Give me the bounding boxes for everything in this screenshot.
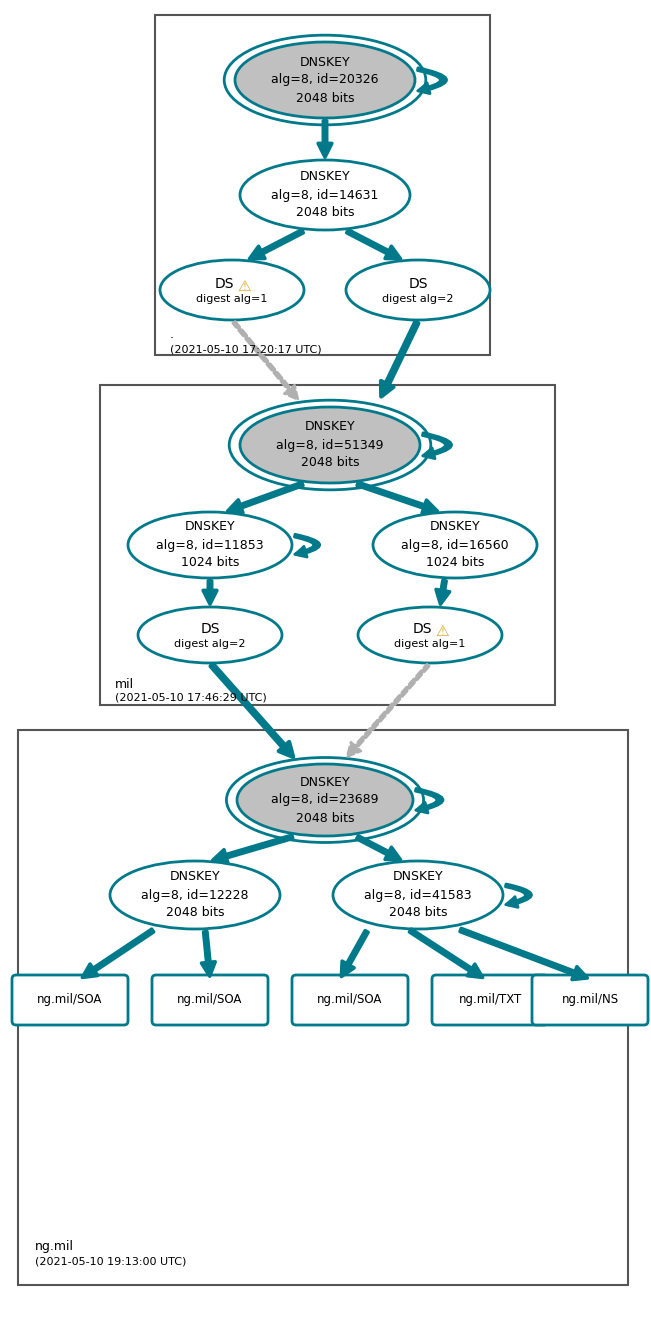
FancyArrowPatch shape — [357, 482, 437, 513]
FancyArrowPatch shape — [381, 322, 419, 396]
Text: DNSKEY
alg=8, id=20326
2048 bits: DNSKEY alg=8, id=20326 2048 bits — [271, 55, 379, 104]
Text: ng.mil/NS: ng.mil/NS — [561, 994, 618, 1006]
FancyArrowPatch shape — [82, 929, 154, 978]
Text: digest alg=1: digest alg=1 — [395, 639, 465, 649]
FancyBboxPatch shape — [532, 975, 648, 1026]
Text: DS: DS — [201, 622, 220, 636]
Text: ⚠: ⚠ — [237, 279, 251, 293]
Text: DS: DS — [412, 622, 432, 636]
FancyArrowPatch shape — [505, 884, 531, 907]
Bar — [100, 385, 555, 705]
Text: ng.mil: ng.mil — [35, 1239, 74, 1253]
FancyArrowPatch shape — [460, 928, 587, 979]
FancyBboxPatch shape — [292, 975, 408, 1026]
Text: mil: mil — [115, 678, 134, 690]
Text: DNSKEY
alg=8, id=51349
2048 bits: DNSKEY alg=8, id=51349 2048 bits — [276, 421, 383, 470]
Text: ng.mil/SOA: ng.mil/SOA — [37, 994, 103, 1006]
Bar — [18, 730, 628, 1284]
Ellipse shape — [240, 160, 410, 230]
FancyArrowPatch shape — [318, 120, 332, 157]
FancyArrowPatch shape — [347, 230, 400, 259]
Text: (2021-05-10 17:20:17 UTC): (2021-05-10 17:20:17 UTC) — [170, 345, 322, 354]
FancyBboxPatch shape — [12, 975, 128, 1026]
Text: DNSKEY
alg=8, id=11853
1024 bits: DNSKEY alg=8, id=11853 1024 bits — [156, 520, 264, 569]
FancyArrowPatch shape — [249, 230, 303, 259]
Ellipse shape — [346, 260, 490, 319]
Text: digest alg=2: digest alg=2 — [174, 639, 245, 649]
Ellipse shape — [128, 512, 292, 578]
FancyBboxPatch shape — [152, 975, 268, 1026]
FancyBboxPatch shape — [432, 975, 548, 1026]
Ellipse shape — [358, 607, 502, 663]
Text: digest alg=2: digest alg=2 — [382, 294, 454, 304]
FancyArrowPatch shape — [294, 535, 320, 557]
Text: ⚠: ⚠ — [435, 623, 449, 639]
Ellipse shape — [237, 764, 413, 836]
Text: (2021-05-10 19:13:00 UTC): (2021-05-10 19:13:00 UTC) — [35, 1257, 186, 1267]
FancyArrowPatch shape — [347, 664, 430, 756]
FancyArrowPatch shape — [228, 482, 303, 513]
Text: DNSKEY
alg=8, id=14631
2048 bits: DNSKEY alg=8, id=14631 2048 bits — [271, 170, 379, 219]
FancyArrowPatch shape — [201, 932, 215, 977]
Ellipse shape — [138, 607, 282, 663]
Ellipse shape — [333, 861, 503, 929]
Text: DNSKEY
alg=8, id=16560
1024 bits: DNSKEY alg=8, id=16560 1024 bits — [401, 520, 509, 569]
FancyArrowPatch shape — [210, 664, 293, 756]
FancyArrowPatch shape — [213, 836, 293, 863]
Ellipse shape — [235, 42, 415, 117]
FancyArrowPatch shape — [357, 836, 400, 859]
FancyArrowPatch shape — [422, 433, 452, 458]
Ellipse shape — [373, 512, 537, 578]
Ellipse shape — [160, 260, 304, 319]
Text: ng.mil/SOA: ng.mil/SOA — [177, 994, 243, 1006]
Text: DNSKEY
alg=8, id=23689
2048 bits: DNSKEY alg=8, id=23689 2048 bits — [271, 776, 379, 825]
FancyArrowPatch shape — [417, 67, 447, 94]
Text: DS: DS — [214, 277, 234, 290]
Ellipse shape — [110, 861, 280, 929]
Text: digest alg=1: digest alg=1 — [197, 294, 268, 304]
Text: DS: DS — [408, 277, 428, 290]
Text: DNSKEY
alg=8, id=12228
2048 bits: DNSKEY alg=8, id=12228 2048 bits — [141, 870, 249, 920]
FancyArrowPatch shape — [409, 929, 482, 978]
Text: ng.mil/TXT: ng.mil/TXT — [458, 994, 521, 1006]
FancyArrowPatch shape — [341, 931, 368, 977]
Text: (2021-05-10 17:46:29 UTC): (2021-05-10 17:46:29 UTC) — [115, 692, 267, 702]
FancyArrowPatch shape — [232, 321, 298, 400]
Text: ng.mil/SOA: ng.mil/SOA — [317, 994, 383, 1006]
FancyArrowPatch shape — [436, 581, 450, 605]
FancyArrowPatch shape — [415, 788, 443, 813]
Ellipse shape — [240, 407, 420, 483]
Text: DNSKEY
alg=8, id=41583
2048 bits: DNSKEY alg=8, id=41583 2048 bits — [364, 870, 472, 920]
FancyArrowPatch shape — [203, 581, 217, 605]
Text: .: . — [170, 327, 174, 341]
Bar — [155, 15, 490, 355]
